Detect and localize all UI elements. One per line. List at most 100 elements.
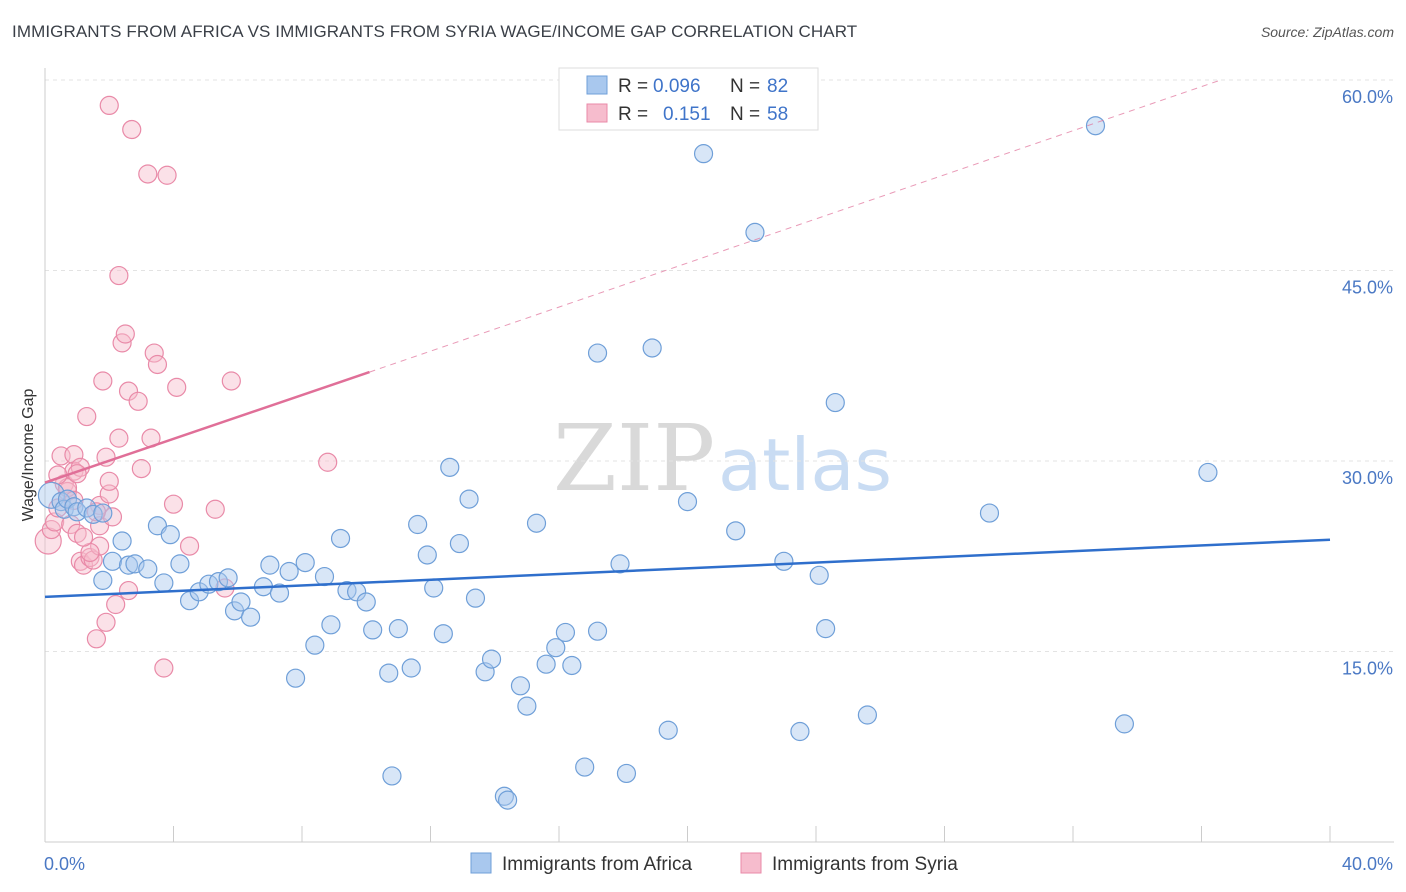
africa-point-37 <box>337 580 357 601</box>
source-credit: Source: ZipAtlas.com <box>1260 24 1394 40</box>
syria-point-53 <box>73 527 94 547</box>
chart-title: IMMIGRANTS FROM AFRICA VS IMMIGRANTS FRO… <box>12 22 858 41</box>
syria-point-55 <box>86 502 107 522</box>
trend-lines <box>44 79 1331 599</box>
africa-point-25 <box>231 592 251 612</box>
syria-point-49 <box>318 452 338 472</box>
africa-point-59 <box>526 513 547 533</box>
watermark-zip: ZIP <box>553 405 715 512</box>
africa-point-11 <box>112 531 132 551</box>
africa-point-58 <box>517 696 537 716</box>
syria-point-19 <box>90 536 110 556</box>
syria-point-21 <box>93 371 113 391</box>
series-legend: Immigrants from Africa Immigrants from S… <box>470 852 958 875</box>
africa-point-13 <box>125 554 145 574</box>
legend-swatch-africa <box>586 75 608 95</box>
legend-syria-r-value: 0.151 <box>663 104 711 125</box>
legend-syria-n-value: 58 <box>767 104 788 125</box>
y-tick-label-2: 45.0% <box>1342 278 1393 298</box>
syria-point-33 <box>118 580 139 601</box>
syria-point-28 <box>109 428 129 448</box>
africa-point-50 <box>449 533 470 554</box>
x-axis-ticks <box>44 826 1331 842</box>
syria-point-34 <box>122 119 142 140</box>
y-tick-label-0: 15.0% <box>1342 659 1393 679</box>
africa-point-71 <box>677 492 698 512</box>
syria-point-46 <box>205 499 225 519</box>
syria-point-14 <box>77 406 97 427</box>
x-tick-label-max: 40.0% <box>1342 854 1393 874</box>
africa-point-52 <box>465 588 486 608</box>
syria-point-22 <box>96 447 116 467</box>
africa-point-48 <box>433 624 453 644</box>
africa-point-35 <box>321 615 341 635</box>
africa-point-64 <box>575 757 595 777</box>
bottom-legend-swatch-africa <box>470 852 492 874</box>
africa-point-0 <box>37 481 66 509</box>
africa-point-18 <box>170 554 190 574</box>
correlation-legend: R = 0.096 N = 82 R = 0.151 N = 58 <box>558 67 819 131</box>
syria-point-48 <box>221 371 241 391</box>
africa-point-16 <box>154 573 174 593</box>
africa-point-33 <box>305 635 325 655</box>
legend-africa-r-label: R = <box>618 76 648 97</box>
africa-point-83 <box>1114 714 1135 734</box>
africa-point-23 <box>218 568 238 588</box>
africa-point-72 <box>693 144 714 164</box>
africa-point-14 <box>138 559 158 579</box>
syria-trend-line <box>44 370 370 484</box>
africa-point-9 <box>93 570 113 590</box>
africa-point-54 <box>481 649 502 669</box>
africa-point-28 <box>260 555 280 575</box>
africa-point-66 <box>587 621 608 641</box>
syria-point-51 <box>99 95 119 116</box>
syria-point-35 <box>128 391 148 411</box>
legend-africa-n-label: N = <box>730 76 760 97</box>
africa-point-82 <box>1085 116 1106 136</box>
syria-point-36 <box>131 459 151 479</box>
africa-point-57 <box>510 676 531 696</box>
africa-point-34 <box>314 566 335 587</box>
africa-point-76 <box>790 721 810 742</box>
africa-point-70 <box>658 720 678 740</box>
africa-point-80 <box>857 705 878 725</box>
africa-point-55 <box>494 786 514 806</box>
africa-point-60 <box>536 654 556 674</box>
africa-point-40 <box>363 620 383 640</box>
africa-point-39 <box>356 592 376 612</box>
africa-point-7 <box>83 504 103 524</box>
syria-point-27 <box>106 594 126 615</box>
africa-point-61 <box>546 638 566 658</box>
africa-point-81 <box>979 503 1000 523</box>
africa-point-65 <box>587 343 608 363</box>
africa-point-63 <box>562 655 582 676</box>
syria-point-44 <box>167 377 187 397</box>
africa-point-3 <box>57 489 78 509</box>
africa-point-45 <box>408 514 428 535</box>
syria-point-41 <box>154 658 174 678</box>
africa-point-77 <box>809 565 829 585</box>
africa-point-44 <box>401 658 421 678</box>
syria-point-23 <box>96 612 116 632</box>
africa-point-67 <box>610 554 630 574</box>
africa-point-32 <box>295 552 315 573</box>
syria-points <box>34 95 338 678</box>
africa-point-26 <box>241 607 261 627</box>
africa-point-41 <box>379 663 399 683</box>
bottom-legend-swatch-syria <box>740 852 762 874</box>
y-tick-label-3: 60.0% <box>1342 87 1393 107</box>
africa-point-42 <box>382 766 402 786</box>
y-tick-label-1: 30.0% <box>1342 468 1393 488</box>
watermark-atlas: atlas <box>718 423 892 507</box>
x-tick-label-min: 0.0% <box>44 854 85 874</box>
africa-point-8 <box>93 503 113 523</box>
bottom-legend-label-africa: Immigrants from Africa <box>502 854 692 875</box>
africa-point-73 <box>726 521 746 541</box>
syria-point-43 <box>163 494 184 514</box>
syria-point-31 <box>115 324 135 344</box>
africa-points <box>37 116 1218 810</box>
legend-syria-n-label: N = <box>730 104 760 125</box>
africa-point-5 <box>67 502 87 522</box>
syria-point-39 <box>144 343 164 363</box>
